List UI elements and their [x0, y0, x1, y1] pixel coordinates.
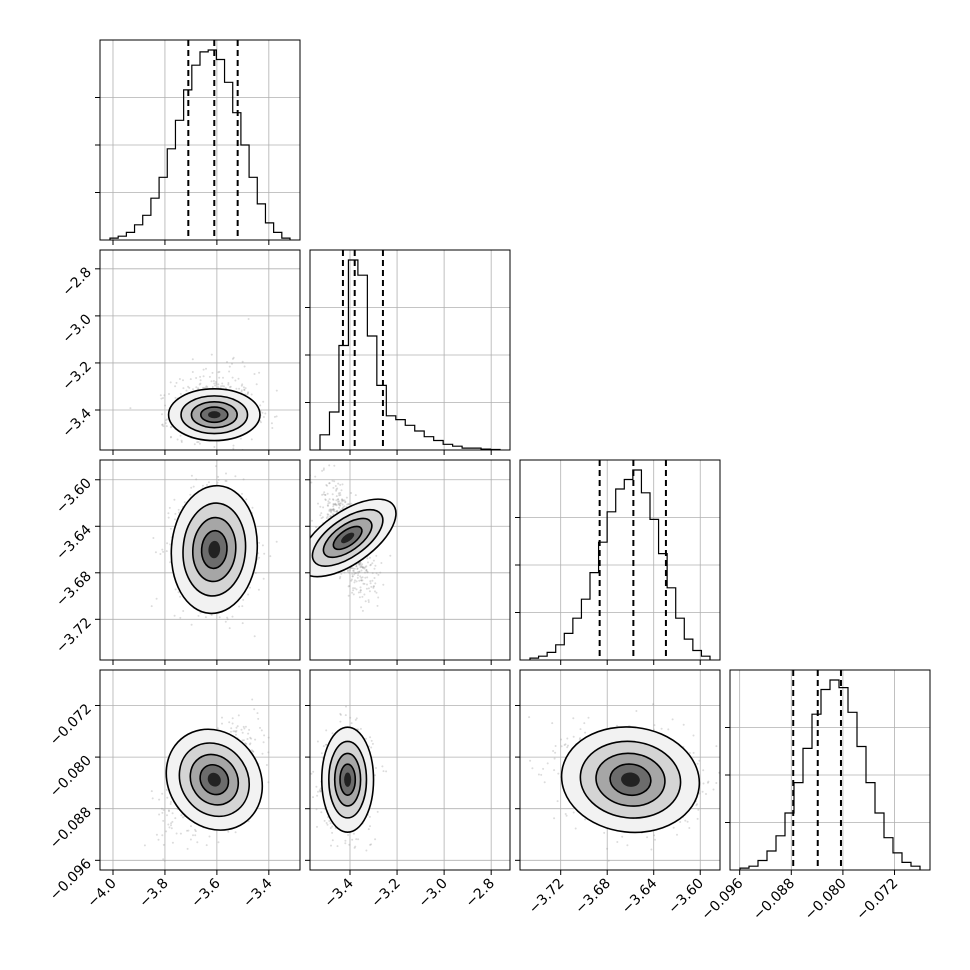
- x-tick-label: −3.8: [136, 876, 171, 911]
- histogram-step: [529, 469, 711, 660]
- contour-2: [191, 516, 237, 583]
- contour-2: [189, 753, 240, 806]
- density-level-4: [344, 772, 352, 787]
- y-tick-label: −3.60: [53, 475, 95, 517]
- histogram-step: [319, 259, 501, 451]
- density-level-4: [207, 772, 221, 787]
- x-tick-label: −3.68: [572, 876, 614, 918]
- contour-1: [579, 740, 682, 819]
- x-tick-label: −3.4: [321, 875, 356, 910]
- y-tick-label: −3.68: [53, 568, 95, 610]
- density-level-4: [341, 532, 355, 544]
- scatter-panel-1-0: [99, 249, 301, 451]
- x-tick-label: −3.4: [240, 875, 275, 910]
- panel-frame: [99, 459, 301, 661]
- contour-1: [180, 395, 249, 435]
- hist-panel-1: [305, 249, 511, 451]
- x-tick-label: −3.2: [369, 876, 404, 911]
- contour-0: [320, 726, 375, 833]
- x-tick-label: −4.0: [84, 876, 119, 911]
- panel-frame: [99, 669, 301, 871]
- contour-3: [199, 406, 229, 424]
- contour-3: [339, 763, 357, 796]
- density-level-4: [208, 411, 221, 419]
- panel-frame: [519, 459, 721, 661]
- scatter-panel-2-0: [99, 459, 301, 661]
- scatter-panel-3-0: [99, 669, 301, 871]
- contour-2: [322, 517, 373, 559]
- y-tick-label: −0.088: [47, 804, 95, 852]
- contour-3: [332, 525, 363, 551]
- panel-frame: [309, 459, 511, 661]
- scatter-panel-3-2: [519, 669, 721, 871]
- contour-1: [311, 508, 384, 567]
- x-tick-label: −3.64: [619, 875, 661, 917]
- contour-1: [178, 742, 251, 818]
- contour-0: [560, 726, 701, 834]
- panel-frame: [729, 669, 931, 871]
- scatter-panel-2-1: [309, 459, 511, 661]
- x-tick-label: −3.72: [526, 876, 568, 918]
- x-tick-label: −3.0: [416, 876, 451, 911]
- contour-0: [165, 728, 264, 831]
- panel-frame: [519, 669, 721, 871]
- contour-0: [310, 498, 397, 578]
- y-tick-label: −0.080: [47, 753, 95, 801]
- hist-panel-2: [515, 459, 721, 661]
- panel-frame: [309, 249, 511, 451]
- y-tick-label: −2.8: [59, 264, 94, 299]
- hist-panel-3: [725, 669, 931, 871]
- contour-0: [170, 484, 259, 615]
- x-tick-label: −2.8: [463, 876, 498, 911]
- contour-2: [333, 752, 362, 807]
- y-tick-label: −0.072: [47, 701, 95, 749]
- y-tick-label: −3.2: [59, 358, 94, 393]
- panel-frame: [99, 39, 301, 241]
- scatter-panel-3-1: [309, 669, 511, 871]
- y-tick-label: −3.72: [53, 615, 95, 657]
- hist-panel-0: [95, 39, 301, 241]
- contour-1: [182, 502, 247, 597]
- x-tick-label: −0.072: [853, 876, 901, 924]
- panel-frame: [99, 249, 301, 451]
- x-tick-label: −0.096: [699, 875, 747, 923]
- y-tick-label: −3.4: [59, 405, 94, 440]
- contour-2: [190, 400, 238, 429]
- y-tick-label: −3.0: [59, 311, 94, 346]
- contour-3: [199, 763, 230, 796]
- histogram-step: [109, 49, 291, 240]
- contour-3: [200, 529, 228, 570]
- histogram-step: [739, 679, 921, 870]
- panel-frame: [309, 669, 511, 871]
- density-level-4: [208, 540, 221, 559]
- x-tick-label: −3.6: [188, 875, 223, 910]
- y-tick-label: −3.64: [53, 522, 95, 564]
- x-tick-label: −0.080: [802, 876, 850, 924]
- contour-3: [609, 763, 652, 797]
- contour-0: [167, 388, 261, 442]
- density-level-4: [621, 772, 640, 787]
- x-tick-label: −0.088: [750, 876, 798, 924]
- contour-2: [595, 752, 666, 807]
- contour-1: [328, 740, 368, 819]
